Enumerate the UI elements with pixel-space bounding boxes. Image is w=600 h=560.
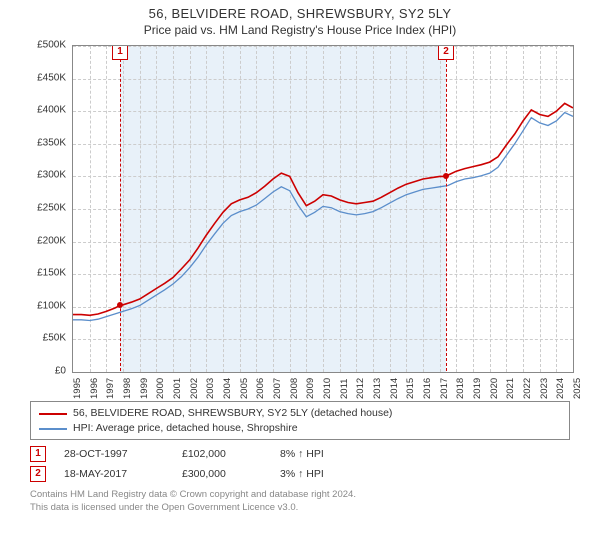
x-tick-label: 2002 xyxy=(189,378,200,399)
footer-line2: This data is licensed under the Open Gov… xyxy=(30,501,570,514)
legend-item-hpi: HPI: Average price, detached house, Shro… xyxy=(39,421,561,436)
line-series xyxy=(73,46,573,372)
y-tick-label: £100K xyxy=(37,300,66,311)
sale-price: £102,000 xyxy=(182,448,262,460)
x-tick-label: 1998 xyxy=(122,378,133,399)
x-tick-label: 2012 xyxy=(355,378,366,399)
sale-row: 2 18-MAY-2017 £300,000 3% ↑ HPI xyxy=(30,466,570,482)
sale-date: 28-OCT-1997 xyxy=(64,448,164,460)
x-tick-label: 2008 xyxy=(289,378,300,399)
legend: 56, BELVIDERE ROAD, SHREWSBURY, SY2 5LY … xyxy=(30,401,570,440)
y-tick-label: £150K xyxy=(37,268,66,279)
x-tick-label: 2021 xyxy=(505,378,516,399)
marker-line xyxy=(446,45,447,373)
footer-attribution: Contains HM Land Registry data © Crown c… xyxy=(30,488,570,514)
x-tick-label: 2022 xyxy=(522,378,533,399)
chart-title-address: 56, BELVIDERE ROAD, SHREWSBURY, SY2 5LY xyxy=(0,6,600,21)
sale-marker-box: 1 xyxy=(30,446,46,462)
sale-marker-box: 2 xyxy=(30,466,46,482)
x-tick-label: 2000 xyxy=(155,378,166,399)
x-tick-label: 2019 xyxy=(472,378,483,399)
x-tick-label: 2006 xyxy=(255,378,266,399)
x-tick-label: 1997 xyxy=(105,378,116,399)
sale-vs-hpi: 3% ↑ HPI xyxy=(280,468,380,480)
y-tick-label: £50K xyxy=(43,333,66,344)
x-tick-label: 2009 xyxy=(305,378,316,399)
x-tick-label: 2014 xyxy=(389,378,400,399)
footer-line1: Contains HM Land Registry data © Crown c… xyxy=(30,488,570,501)
legend-swatch-property xyxy=(39,413,67,415)
marker-dot xyxy=(117,302,123,308)
x-tick-label: 2025 xyxy=(572,378,583,399)
sale-price: £300,000 xyxy=(182,468,262,480)
x-tick-label: 2004 xyxy=(222,378,233,399)
y-tick-label: £0 xyxy=(55,366,66,377)
marker-box: 2 xyxy=(438,45,454,60)
x-tick-label: 2001 xyxy=(172,378,183,399)
y-tick-label: £350K xyxy=(37,137,66,148)
sale-vs-hpi: 8% ↑ HPI xyxy=(280,448,380,460)
y-axis-labels: £0£50K£100K£150K£200K£250K£300K£350K£400… xyxy=(20,45,70,371)
marker-dot xyxy=(443,173,449,179)
legend-label-property: 56, BELVIDERE ROAD, SHREWSBURY, SY2 5LY … xyxy=(73,406,392,421)
y-tick-label: £200K xyxy=(37,235,66,246)
sale-row: 1 28-OCT-1997 £102,000 8% ↑ HPI xyxy=(30,446,570,462)
legend-swatch-hpi xyxy=(39,428,67,430)
x-tick-label: 2016 xyxy=(422,378,433,399)
x-tick-label: 1999 xyxy=(139,378,150,399)
y-tick-label: £400K xyxy=(37,105,66,116)
legend-item-property: 56, BELVIDERE ROAD, SHREWSBURY, SY2 5LY … xyxy=(39,406,561,421)
x-tick-label: 2013 xyxy=(372,378,383,399)
x-tick-label: 2017 xyxy=(439,378,450,399)
sale-date: 18-MAY-2017 xyxy=(64,468,164,480)
x-tick-label: 2010 xyxy=(322,378,333,399)
x-tick-label: 2005 xyxy=(239,378,250,399)
y-tick-label: £500K xyxy=(37,40,66,51)
x-tick-label: 1996 xyxy=(89,378,100,399)
marker-line xyxy=(120,45,121,373)
y-tick-label: £250K xyxy=(37,203,66,214)
x-tick-label: 2003 xyxy=(205,378,216,399)
chart-title-subtitle: Price paid vs. HM Land Registry's House … xyxy=(0,23,600,37)
x-axis-labels: 1995 1996 1997 1998 1999 2000 2001 2002 2003 2004… xyxy=(72,373,572,401)
y-tick-label: £300K xyxy=(37,170,66,181)
x-tick-label: 2023 xyxy=(539,378,550,399)
x-tick-label: 2015 xyxy=(405,378,416,399)
chart: £0 £50K £100K £150K £200K £250K £300K £350K £400… xyxy=(20,41,580,401)
x-tick-label: 2024 xyxy=(555,378,566,399)
plot-area: 12 xyxy=(72,45,574,373)
x-tick-label: 2020 xyxy=(489,378,500,399)
sale-list: 1 28-OCT-1997 £102,000 8% ↑ HPI 2 18-MAY… xyxy=(30,446,570,482)
x-tick-label: 2011 xyxy=(339,379,350,399)
y-tick-label: £450K xyxy=(37,72,66,83)
legend-label-hpi: HPI: Average price, detached house, Shro… xyxy=(73,421,298,436)
marker-box: 1 xyxy=(112,45,128,60)
x-tick-label: 2007 xyxy=(272,378,283,399)
x-tick-label: 1995 xyxy=(72,378,83,399)
x-tick-label: 2018 xyxy=(455,378,466,399)
